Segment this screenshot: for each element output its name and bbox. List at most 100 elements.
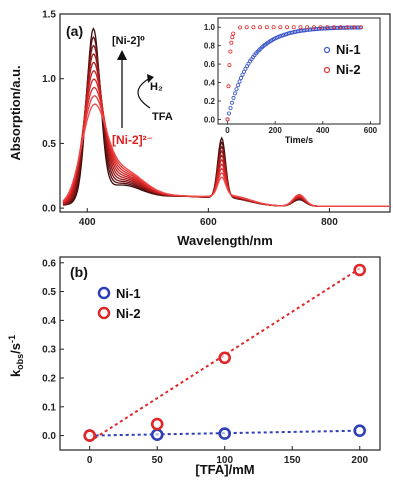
panel-a-x-ticks: 400 600 800 bbox=[79, 208, 338, 228]
point-ni-1 bbox=[353, 424, 367, 438]
panel-b-y-tick-label: 0.5 bbox=[42, 287, 56, 298]
panel-a-y-tick-label: 0.5 bbox=[42, 139, 56, 150]
panel-b-frame bbox=[59, 256, 381, 451]
bottom-species-label: [Ni-2]²⁻ bbox=[112, 133, 153, 147]
inset-y-tick-label: 1.0 bbox=[204, 23, 216, 32]
inset-y-tick-label: 0.6 bbox=[204, 60, 216, 69]
panel-a-frame bbox=[59, 13, 391, 213]
inset-x-title: Time/s bbox=[285, 135, 313, 145]
panel-b-label: (b) bbox=[70, 264, 88, 280]
spectrum-line bbox=[62, 103, 390, 207]
point-ni-2 bbox=[83, 429, 96, 442]
panel-b-y-title: kobs/s-1 bbox=[7, 335, 25, 377]
inset-y-tick-label: 0.0 bbox=[204, 115, 216, 124]
inset-point-ni-2 bbox=[291, 25, 296, 30]
inset-point-ni-2 bbox=[325, 25, 330, 30]
inset-point-ni-2 bbox=[258, 25, 263, 30]
panel-b-x-title: [TFA]/mM bbox=[195, 462, 254, 477]
inset-point-ni-2 bbox=[231, 31, 236, 36]
inset-point-ni-1 bbox=[237, 79, 242, 84]
inset-x-tick-label: 200 bbox=[268, 126, 282, 135]
panel-b-y-tick-label: 0.6 bbox=[42, 258, 56, 269]
point-ni-2 bbox=[353, 263, 367, 277]
inset-x-tick-label: 0 bbox=[225, 126, 230, 135]
reagent-curve-arrow-head bbox=[147, 74, 154, 83]
panel-b: 0.0 0.1 0.2 0.3 0.4 0.5 0.6 0 50 100 150 200 (b) N… bbox=[7, 256, 381, 477]
inset-point-ni-1 bbox=[240, 72, 245, 77]
inset-y-ticks: 0.0 0.2 0.4 0.6 0.8 1.0 bbox=[204, 23, 221, 124]
reagent-in-label: TFA bbox=[152, 111, 173, 123]
inset-point-ni-1 bbox=[226, 111, 231, 116]
inset-x-tick-label: 600 bbox=[364, 126, 378, 135]
inset-legend-ni2: Ni-2 bbox=[336, 62, 361, 77]
inset-point-ni-2 bbox=[338, 25, 343, 30]
panel-a-y-ticks: 0.0 0.5 1.0 1.5 bbox=[42, 10, 64, 215]
inset-y-tick-label: 0.4 bbox=[204, 79, 216, 88]
panel-b-y-tick-label: 0.0 bbox=[42, 431, 56, 442]
inset-point-ni-2 bbox=[271, 25, 276, 30]
inset-point-ni-2 bbox=[311, 25, 316, 30]
point-ni-1 bbox=[150, 428, 164, 442]
inset-frame bbox=[217, 17, 381, 125]
inset-point-ni-2 bbox=[264, 25, 269, 30]
inset-point-ni-2 bbox=[284, 25, 289, 30]
inset-point-ni-2 bbox=[225, 117, 230, 122]
panel-b-y-tick-label: 0.1 bbox=[42, 402, 56, 413]
point-ni-1 bbox=[218, 427, 231, 440]
inset-point-ni-2 bbox=[318, 25, 323, 30]
panel-b-x-tick-label: 100 bbox=[216, 455, 233, 466]
panel-b-y-tick-label: 0.3 bbox=[42, 345, 56, 356]
panel-a-y-tick-label: 0.0 bbox=[42, 204, 56, 215]
inset-point-ni-2 bbox=[278, 25, 283, 30]
inset-legend-ni1: Ni-1 bbox=[336, 42, 361, 57]
panel-a-x-tick-label: 400 bbox=[79, 217, 96, 228]
inset-point-ni-2 bbox=[352, 25, 357, 30]
inset-point-ni-1 bbox=[232, 91, 237, 96]
panel-b-x-tick-label: 150 bbox=[284, 455, 301, 466]
inset-legend-marker-ni2 bbox=[323, 66, 331, 74]
inset-point-ni-1 bbox=[231, 95, 236, 100]
inset-point-ni-2 bbox=[332, 25, 337, 30]
panel-a-y-title: Absorption/a.u. bbox=[8, 65, 23, 160]
inset-point-ni-2 bbox=[226, 84, 231, 89]
panel-a-y-tick-label: 1.5 bbox=[42, 10, 56, 21]
point-ni-2 bbox=[150, 417, 164, 431]
inset-y-tick-label: 0.8 bbox=[204, 42, 216, 51]
inset-point-ni-1 bbox=[229, 100, 234, 105]
inset-point-ni-1 bbox=[228, 106, 233, 111]
top-species-label: [Ni-2]⁰ bbox=[112, 35, 145, 47]
reaction-arrow-head bbox=[117, 50, 127, 60]
inset-point-ni-2 bbox=[298, 25, 303, 30]
inset-point-ni-2 bbox=[251, 25, 256, 30]
panel-a-y-tick-label: 1.0 bbox=[42, 74, 56, 85]
point-ni-2 bbox=[218, 351, 231, 365]
panel-a-label: (a) bbox=[66, 23, 83, 39]
inset-chart: 0.00.20.40.60.81.0 0 200 400 600 Ni-1 Ni-2 … bbox=[204, 17, 381, 145]
panel-b-x-tick-label: 50 bbox=[152, 455, 164, 466]
inset-point-ni-2 bbox=[345, 25, 350, 30]
panel-b-x-tick-label: 0 bbox=[87, 455, 93, 466]
inset-point-ni-2 bbox=[358, 25, 363, 30]
inset-point-ni-2 bbox=[237, 25, 242, 30]
inset-point-ni-1 bbox=[234, 87, 239, 92]
panel-b-x-tick-label: 200 bbox=[351, 455, 368, 466]
inset-y-tick-label: 0.2 bbox=[204, 97, 216, 106]
panel-a-x-tick-label: 800 bbox=[321, 217, 338, 228]
inset-point-ni-2 bbox=[228, 49, 233, 54]
panel-a-x-title: Wavelength/nm bbox=[177, 233, 273, 248]
panel-a-spectra bbox=[62, 27, 390, 207]
inset-points bbox=[225, 25, 363, 122]
legend-marker-ni2 bbox=[97, 306, 111, 320]
inset-point-ni-2 bbox=[229, 40, 234, 45]
panel-b-x-ticks: 0 50 100 150 200 bbox=[87, 446, 369, 466]
panel-a-x-tick-label: 600 bbox=[200, 217, 217, 228]
inset-point-ni-1 bbox=[235, 83, 240, 88]
legend-ni1: Ni-1 bbox=[116, 286, 141, 301]
inset-point-ni-2 bbox=[244, 25, 249, 30]
inset-point-ni-2 bbox=[305, 25, 310, 30]
inset-x-ticks: 0 200 400 600 bbox=[225, 121, 378, 135]
inset-point-ni-2 bbox=[230, 35, 235, 40]
panel-b-y-ticks: 0.0 0.1 0.2 0.3 0.4 0.5 0.6 bbox=[42, 258, 64, 442]
panel-b-y-tick-label: 0.4 bbox=[42, 316, 56, 327]
